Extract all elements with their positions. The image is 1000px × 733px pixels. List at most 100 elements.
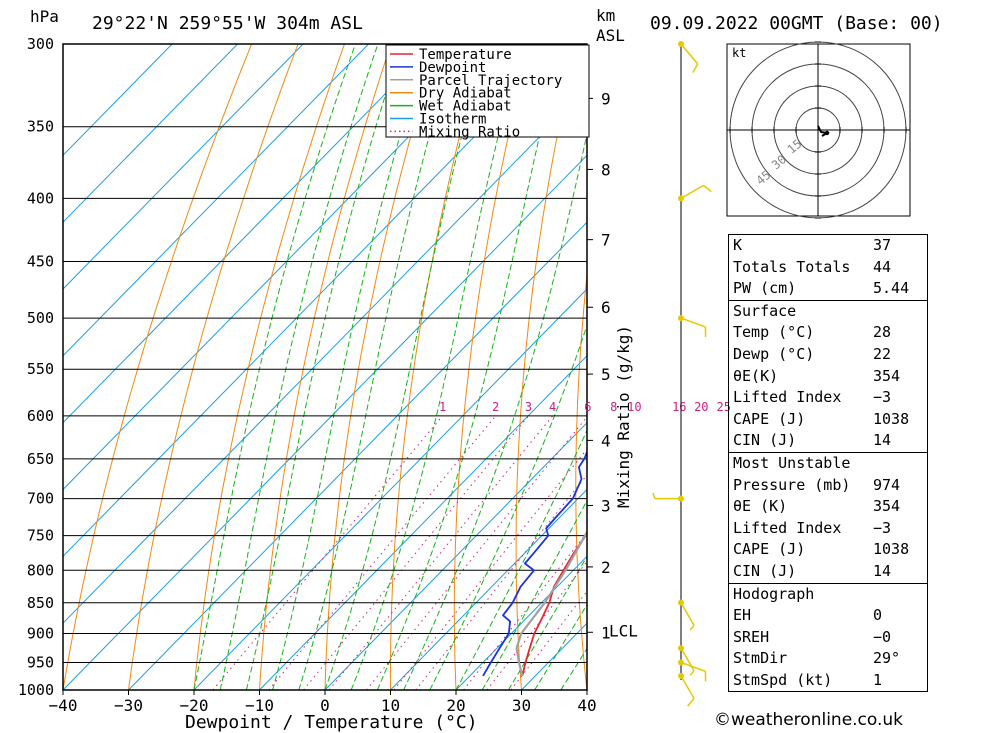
isotherm-line <box>128 221 587 690</box>
wind-barb-flag <box>689 670 695 676</box>
axes-text: 3003504004505005506006507007508008509009… <box>18 35 731 715</box>
isotherm-line <box>63 44 304 290</box>
wet-adiabat-line <box>455 429 587 690</box>
wet-adiabat-line <box>298 44 456 690</box>
isotherm-line <box>63 154 587 690</box>
surface-label: θE(K) <box>733 366 779 385</box>
pressure-tick-label: 850 <box>27 594 54 612</box>
hodograph-label: StmSpd (kt) <box>733 670 833 689</box>
most-unstable-row: θE (K) 354 <box>729 496 927 518</box>
index-row-pw: PW (cm) 5.44 <box>729 278 927 300</box>
wind-barb-flag <box>703 184 712 193</box>
most-unstable-row: CAPE (J) 1038 <box>729 539 927 561</box>
index-value: 5.44 <box>873 279 910 298</box>
legend-entry: Isotherm <box>419 112 486 128</box>
series-line-temperature <box>521 529 587 677</box>
hodograph-value: 1 <box>873 670 883 689</box>
surface-label: Temp (°C) <box>733 323 815 342</box>
surface-row: CIN (J) 14 <box>729 430 927 452</box>
isobars <box>63 43 587 691</box>
legend-entry: Dewpoint <box>419 60 486 76</box>
temperature-tick-label: −20 <box>180 696 209 715</box>
dry-adiabat-line <box>193 44 345 690</box>
wet-adiabat-line <box>507 555 587 690</box>
surface-value: 28 <box>873 323 892 342</box>
section-title-most-unstable: Most Unstable <box>729 451 927 475</box>
surface-value: 354 <box>873 366 901 385</box>
series-line-dewpoint <box>482 449 587 677</box>
height-unit-km: km <box>596 6 615 25</box>
mixing-ratio-label: 1 <box>439 400 446 414</box>
surface-row: Lifted Index −3 <box>729 387 927 409</box>
pressure-tick-label: 400 <box>27 189 54 207</box>
hodograph-trace <box>817 125 830 137</box>
hodograph-row: StmDir 29° <box>729 648 927 670</box>
pressure-tick-label: 1000 <box>18 681 54 699</box>
index-label: Totals Totals <box>733 257 851 276</box>
pressure-tick-label: 800 <box>27 561 54 579</box>
surface-value: 14 <box>873 431 892 450</box>
legend-entry: Dry Adiabat <box>419 86 512 102</box>
isotherm-line <box>63 44 238 223</box>
height-tick-label: 1 <box>601 623 611 642</box>
dry-adiabat-line <box>128 44 299 690</box>
pressure-tick-label: 300 <box>27 35 54 53</box>
isotherm-line <box>390 488 587 690</box>
most-unstable-label: CIN (J) <box>733 561 797 580</box>
mixing-ratio-label: 6 <box>584 400 591 414</box>
isotherm-line <box>259 355 587 690</box>
pressure-tick-label: 350 <box>27 118 54 136</box>
height-tick-label: 9 <box>601 89 611 108</box>
wet-adiabat-line <box>193 44 356 690</box>
mixing-ratio-label: 20 <box>694 400 708 414</box>
dry-adiabat-line <box>634 44 670 690</box>
series-line-parcel-trajectory <box>515 530 587 677</box>
legend-entry: Wet Adiabat <box>419 99 512 115</box>
hodograph-row: EH 0 <box>729 605 927 627</box>
hodograph-label: SREH <box>733 627 770 646</box>
temperature-tick-label: 30 <box>512 696 531 715</box>
plot-frame <box>62 43 588 691</box>
surface-label: Lifted Index <box>733 388 842 407</box>
pressure-tick-label: 900 <box>27 624 54 642</box>
most-unstable-value: −3 <box>873 518 892 537</box>
mixing-ratio-label: 3 <box>525 400 532 414</box>
copyright-footer: ©weatheronline.co.uk <box>714 710 904 730</box>
mixing-ratio-label: 4 <box>549 400 556 414</box>
pressure-tick-label: 750 <box>27 527 54 545</box>
index-label: PW (cm) <box>733 279 797 298</box>
temperature-tick-label: −30 <box>114 696 143 715</box>
index-label: K <box>733 236 743 254</box>
most-unstable-value: 354 <box>873 497 901 516</box>
temperature-tick-label: −10 <box>245 696 274 715</box>
hodograph-row: SREH −0 <box>729 627 927 649</box>
location-title: 29°22'N 259°55'W 304m ASL <box>92 13 363 34</box>
surface-value: 1038 <box>873 409 910 428</box>
height-tick-label: 2 <box>601 558 611 577</box>
surface-row: θE(K) 354 <box>729 366 927 388</box>
hodograph-label: EH <box>733 606 752 625</box>
wind-barb-flag <box>689 624 695 631</box>
wind-barb-flag <box>692 63 699 74</box>
most-unstable-row: CIN (J) 14 <box>729 561 927 583</box>
height-tick-label: 4 <box>601 431 611 450</box>
section-title-surface: Surface <box>729 299 927 323</box>
legend-box <box>385 44 590 138</box>
most-unstable-value: 974 <box>873 475 901 494</box>
hodograph-unit: kt <box>732 46 746 60</box>
wind-barb-shaft <box>680 647 695 672</box>
surface-row: Dewp (°C) 22 <box>729 344 927 366</box>
isotherm-line <box>63 44 369 357</box>
wet-adiabat-line <box>403 132 587 690</box>
legend-entry: Parcel Trajectory <box>419 73 562 89</box>
most-unstable-label: CAPE (J) <box>733 540 806 559</box>
most-unstable-row: Pressure (mb) 974 <box>729 475 927 497</box>
isotherm-line <box>63 87 587 624</box>
height-tick-label: 8 <box>601 160 611 179</box>
surface-row: Temp (°C) 28 <box>729 322 927 344</box>
dry-adiabat-line <box>453 44 531 690</box>
dry-adiabat-line <box>995 44 1000 690</box>
hodograph-label: StmDir <box>733 649 788 668</box>
